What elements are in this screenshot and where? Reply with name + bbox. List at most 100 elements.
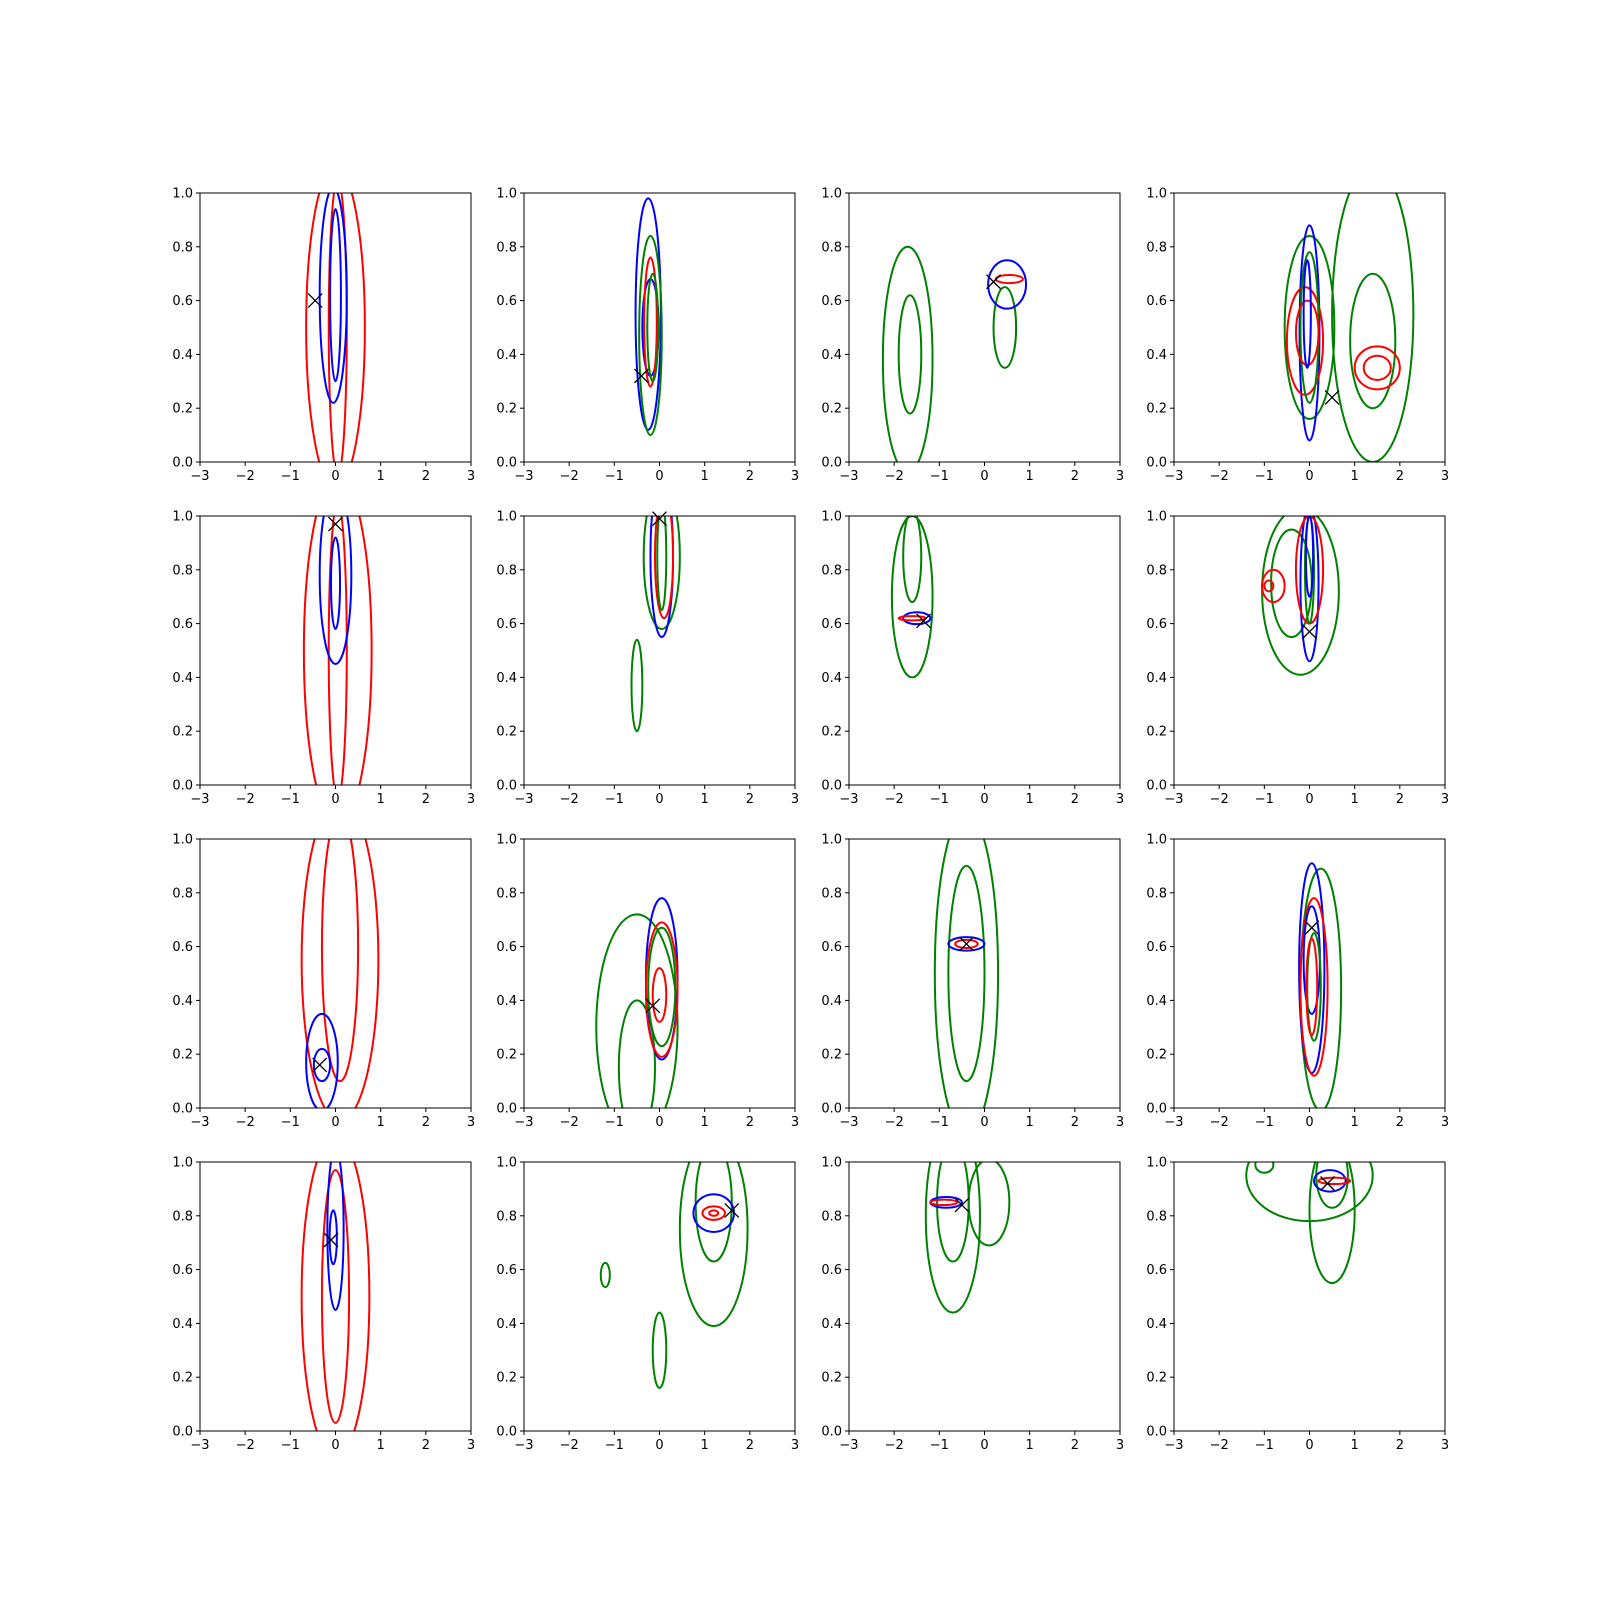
y-tick-label: 0.4 (172, 994, 193, 1009)
panel-7: −3 −2 −1 0 1 2 3 0.0 0.2 0.4 0.6 0.8 1.0 (821, 510, 1124, 808)
y-tick-label: 1.0 (496, 1156, 517, 1171)
y-tick-label: 0.2 (172, 725, 193, 740)
x-tick-label: 1 (377, 1115, 385, 1130)
x-tick-label: −2 (1210, 1438, 1229, 1453)
y-tick-label: 1.0 (172, 187, 193, 202)
x-tick-label: 2 (1071, 1438, 1079, 1453)
y-tick-label: 0.8 (821, 886, 842, 901)
plot-area (881, 245, 1028, 462)
x-marker (724, 1202, 740, 1218)
x-tick-label: −2 (236, 1438, 255, 1453)
blue-contour (1298, 862, 1326, 1075)
green-contour (678, 1162, 749, 1328)
y-tick-label: 0.4 (1146, 348, 1167, 363)
blue-contour (329, 536, 342, 630)
y-tick-label: 1.0 (1146, 1156, 1167, 1171)
y-tick-label: 1.0 (172, 510, 193, 525)
y-tick-label: 0.6 (496, 940, 517, 955)
x-tick-label: 1 (1026, 1438, 1034, 1453)
x-tick-label: −2 (236, 469, 255, 484)
red-contour (651, 967, 668, 1023)
plot-area (1298, 862, 1343, 1108)
x-tick-label: −1 (1255, 469, 1274, 484)
x-marker (633, 368, 649, 384)
y-tick-label: 0.2 (1146, 402, 1167, 417)
x-tick-label: 3 (467, 1115, 475, 1130)
x-tick-label: 0 (980, 1115, 988, 1130)
red-contour (643, 256, 658, 388)
x-tick-label: −1 (281, 469, 300, 484)
green-contour (694, 1162, 733, 1263)
red-contour (954, 938, 979, 949)
y-tick-label: 0.8 (172, 240, 193, 255)
y-tick-label: 0.0 (1146, 1425, 1167, 1440)
y-tick-label: 0.6 (1146, 294, 1167, 309)
x-tick-label: 3 (1441, 1115, 1449, 1130)
red-contour (305, 193, 366, 462)
y-tick-label: 0.8 (1146, 886, 1167, 901)
red-contour (300, 1162, 371, 1431)
x-tick-label: 2 (1071, 1115, 1079, 1130)
x-marker (1302, 624, 1317, 640)
x-tick-label: −1 (930, 469, 949, 484)
y-tick-label: 0.0 (1146, 779, 1167, 794)
x-tick-label: 1 (1351, 469, 1359, 484)
x-tick-label: −1 (281, 1115, 300, 1130)
y-tick-label: 0.8 (496, 240, 517, 255)
x-tick-label: 0 (1305, 469, 1313, 484)
y-tick-label: 0.8 (172, 563, 193, 578)
green-contour (656, 516, 668, 612)
y-tick-label: 0.8 (1146, 1209, 1167, 1224)
x-marker (312, 1057, 328, 1073)
y-tick-label: 0.2 (172, 1048, 193, 1063)
x-tick-label: 0 (331, 469, 339, 484)
x-tick-label: 2 (1396, 1438, 1404, 1453)
x-marker (307, 293, 323, 309)
x-tick-label: 1 (701, 1115, 709, 1130)
y-tick-label: 1.0 (1146, 510, 1167, 525)
y-tick-label: 0.8 (496, 886, 517, 901)
x-tick-label: 0 (1305, 1438, 1313, 1453)
x-tick-label: −3 (190, 1438, 209, 1453)
blue-contour (329, 208, 342, 383)
y-tick-label: 0.0 (1146, 1102, 1167, 1117)
x-tick-label: −3 (839, 1438, 858, 1453)
x-tick-label: 2 (1396, 1115, 1404, 1130)
plot-area (924, 1162, 1011, 1314)
blue-contour (987, 259, 1028, 310)
y-tick-label: 0.6 (496, 1263, 517, 1278)
green-contour (599, 1261, 611, 1289)
x-tick-label: 3 (1116, 469, 1124, 484)
x-tick-label: −2 (885, 1438, 904, 1453)
x-tick-label: 2 (1396, 792, 1404, 807)
y-tick-label: 0.8 (496, 563, 517, 578)
y-tick-label: 1.0 (821, 833, 842, 848)
x-tick-label: −1 (930, 792, 949, 807)
x-tick-label: 3 (467, 469, 475, 484)
panel-grid: −3 −2 −1 0 1 2 3 0.0 0.2 0.4 0.6 0.8 1.0 −3 −2 −1 0 1 2 3 0.… (172, 187, 1449, 1454)
x-marker (986, 274, 1001, 290)
y-tick-label: 0.2 (821, 402, 842, 417)
y-tick-label: 0.0 (821, 1102, 842, 1117)
y-tick-label: 0.2 (172, 1371, 193, 1386)
blue-contour (1302, 259, 1312, 369)
y-tick-label: 1.0 (172, 1156, 193, 1171)
y-tick-label: 1.0 (821, 187, 842, 202)
red-contour (1294, 299, 1320, 367)
panel-1: −3 −2 −1 0 1 2 3 0.0 0.2 0.4 0.6 0.8 1.0 (172, 187, 475, 485)
panel-14: −3 −2 −1 0 1 2 3 0.0 0.2 0.4 0.6 0.8 1.0 (496, 1156, 799, 1454)
x-tick-label: −2 (885, 1115, 904, 1130)
x-tick-label: 3 (791, 469, 799, 484)
y-tick-label: 0.6 (172, 1263, 193, 1278)
green-contour (902, 516, 923, 604)
blue-contour (947, 936, 986, 952)
y-tick-label: 0.4 (496, 994, 517, 1009)
x-marker (916, 613, 931, 629)
plot-area (599, 1162, 749, 1389)
x-tick-label: −2 (560, 1115, 579, 1130)
x-tick-label: −3 (514, 1115, 533, 1130)
x-tick-label: −2 (560, 1438, 579, 1453)
x-tick-label: 3 (1116, 1438, 1124, 1453)
green-contour (651, 1311, 668, 1389)
